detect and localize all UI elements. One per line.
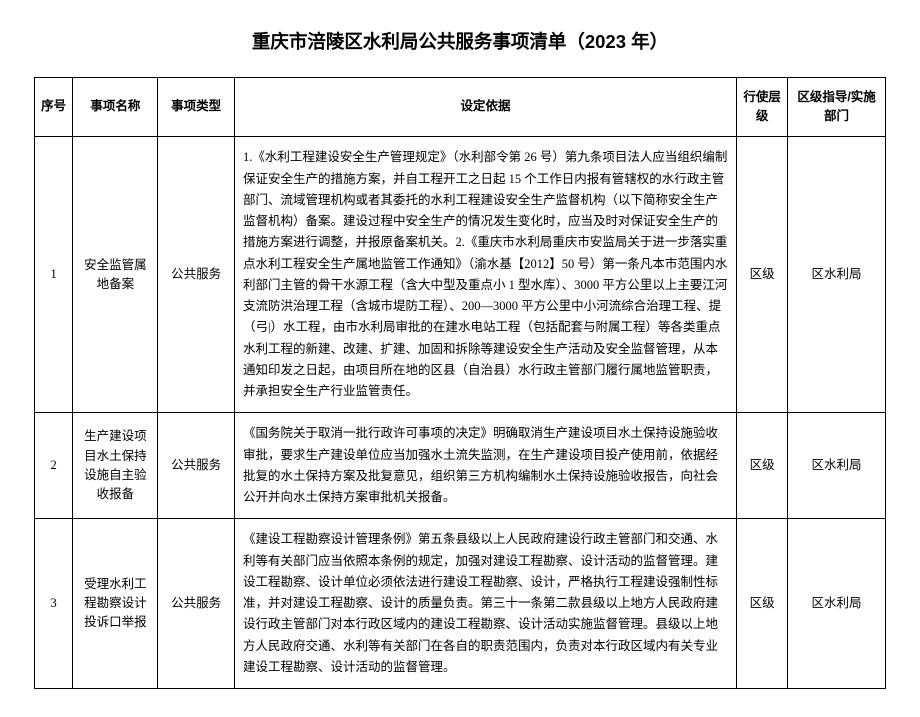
page-title: 重庆市涪陵区水利局公共服务事项清单（2023 年）: [34, 28, 886, 57]
table-row: 1 安全监管属地备案 公共服务 1.《水利工程建设安全生产管理规定》（水利部令第…: [35, 137, 886, 413]
cell-name: 生产建设项目水土保持设施自主验收报备: [73, 413, 158, 519]
cell-name: 安全监管属地备案: [73, 137, 158, 413]
header-type: 事项类型: [158, 77, 235, 137]
cell-level: 区级: [737, 519, 788, 689]
cell-name: 受理水利工程勘察设计投诉口举报: [73, 519, 158, 689]
cell-dept: 区水利局: [788, 413, 886, 519]
cell-type: 公共服务: [158, 413, 235, 519]
table-row: 2 生产建设项目水土保持设施自主验收报备 公共服务 《国务院关于取消一批行政许可…: [35, 413, 886, 519]
table-row: 3 受理水利工程勘察设计投诉口举报 公共服务 《建设工程勘察设计管理条例》第五条…: [35, 519, 886, 689]
cell-dept: 区水利局: [788, 519, 886, 689]
cell-basis: 《建设工程勘察设计管理条例》第五条县级以上人民政府建设行政主管部门和交通、水利等…: [234, 519, 736, 689]
cell-basis: 1.《水利工程建设安全生产管理规定》（水利部令第 26 号）第九条项目法人应当组…: [234, 137, 736, 413]
cell-type: 公共服务: [158, 137, 235, 413]
table-header-row: 序号 事项名称 事项类型 设定依据 行使层级 区级指导/实施部门: [35, 77, 886, 137]
cell-index: 2: [35, 413, 73, 519]
header-name: 事项名称: [73, 77, 158, 137]
cell-index: 1: [35, 137, 73, 413]
cell-dept: 区水利局: [788, 137, 886, 413]
cell-type: 公共服务: [158, 519, 235, 689]
header-dept: 区级指导/实施部门: [788, 77, 886, 137]
header-index: 序号: [35, 77, 73, 137]
cell-index: 3: [35, 519, 73, 689]
header-basis: 设定依据: [234, 77, 736, 137]
cell-basis: 《国务院关于取消一批行政许可事项的决定》明确取消生产建设项目水土保持设施验收审批…: [234, 413, 736, 519]
header-level: 行使层级: [737, 77, 788, 137]
cell-level: 区级: [737, 137, 788, 413]
service-items-table: 序号 事项名称 事项类型 设定依据 行使层级 区级指导/实施部门 1 安全监管属…: [34, 77, 886, 690]
cell-level: 区级: [737, 413, 788, 519]
